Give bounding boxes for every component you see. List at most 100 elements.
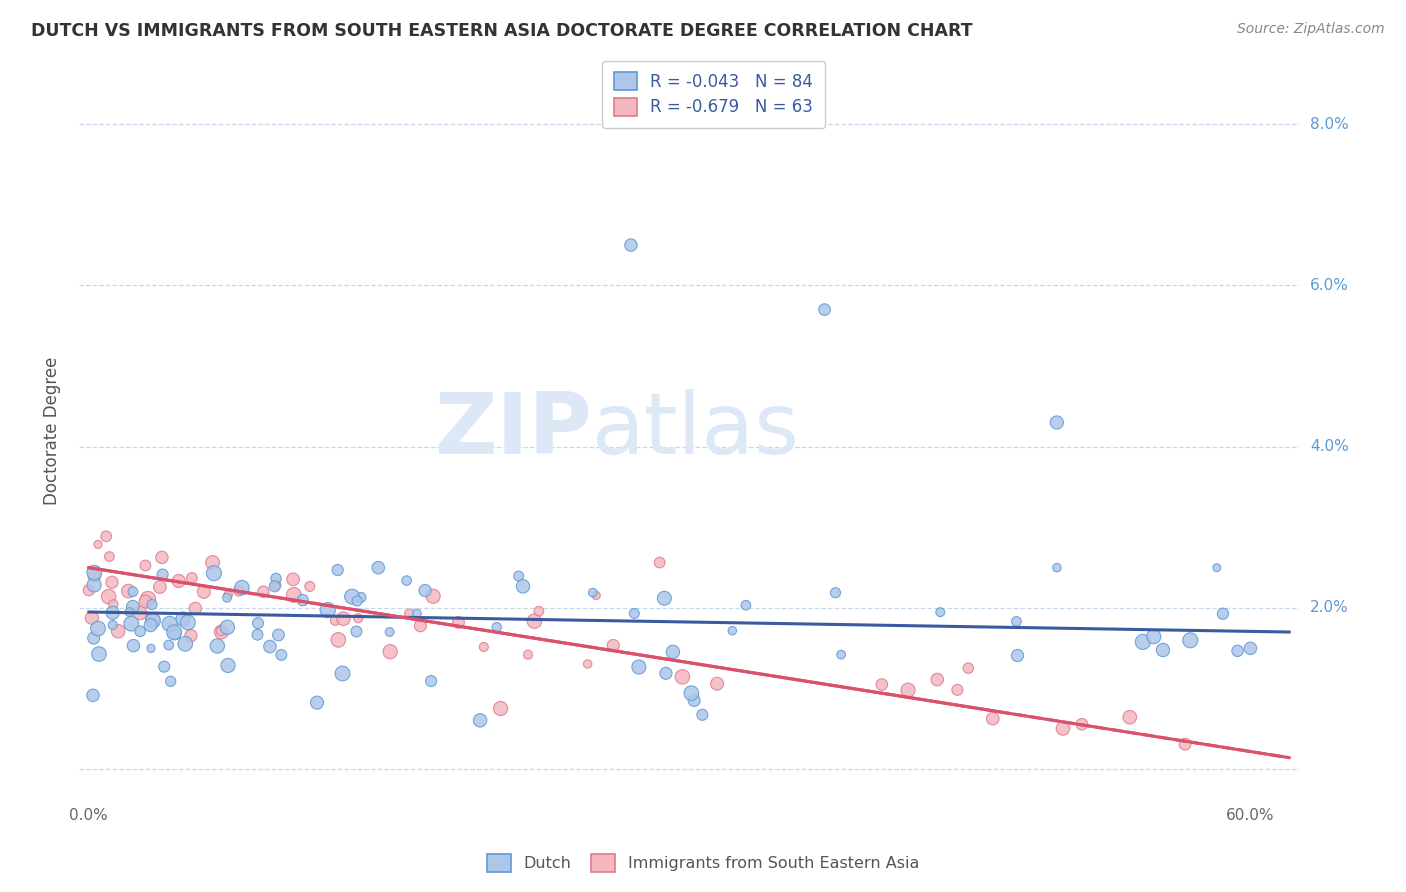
Point [654,591,676,606]
Point [472,640,495,654]
Point [655,666,678,681]
Point [264,571,287,585]
Text: Source: ZipAtlas.com: Source: ZipAtlas.com [1237,22,1385,37]
Point [929,605,952,619]
Point [87,647,110,661]
Point [378,624,401,639]
Point [217,620,239,634]
Point [97,590,120,604]
Point [420,674,443,689]
Point [298,579,321,593]
Point [122,584,145,599]
Point [98,549,121,564]
Point [281,572,304,586]
Point [1205,560,1227,574]
Point [671,670,693,684]
Point [1239,641,1261,656]
Legend: Dutch, Immigrants from South Eastern Asia: Dutch, Immigrants from South Eastern Asi… [479,847,927,880]
Point [134,558,156,573]
Point [316,603,339,617]
Point [395,574,418,588]
Point [527,604,550,618]
Point [101,575,124,590]
Point [101,606,124,620]
Point [870,677,893,691]
Point [623,607,645,621]
Point [153,659,176,673]
Point [721,624,744,638]
Point [118,605,141,619]
Point [648,556,671,570]
Point [263,579,285,593]
Point [215,591,238,605]
Point [150,550,173,565]
Point [87,622,110,636]
Point [576,657,599,671]
Point [96,529,118,543]
Point [468,714,491,728]
Point [735,598,758,612]
Point [259,640,281,654]
Point [824,585,846,599]
Text: atlas: atlas [592,389,800,472]
Point [159,674,181,689]
Point [627,660,650,674]
Point [813,302,835,317]
Point [1046,560,1069,574]
Point [283,588,305,602]
Point [378,645,401,659]
Point [405,607,427,621]
Point [83,569,105,583]
Point [209,625,232,640]
Point [326,563,349,577]
Point [582,585,605,599]
Point [231,581,253,595]
Point [87,537,110,551]
Point [332,666,354,681]
Point [83,578,105,592]
Point [209,624,232,638]
Point [1212,607,1234,621]
Text: 4.0%: 4.0% [1310,439,1348,454]
Point [957,661,980,675]
Point [523,614,546,628]
Point [1143,630,1166,644]
Point [129,606,152,620]
Point [346,624,368,639]
Point [101,618,124,632]
Point [291,593,314,607]
Point [163,626,186,640]
Point [1180,633,1202,648]
Text: 2.0%: 2.0% [1310,600,1348,615]
Point [82,689,104,703]
Text: 6.0%: 6.0% [1310,278,1348,293]
Point [117,584,139,599]
Legend: R = -0.043   N = 84, R = -0.679   N = 63: R = -0.043 N = 84, R = -0.679 N = 63 [602,61,825,128]
Point [246,616,269,631]
Point [662,645,685,659]
Point [489,701,512,715]
Point [1132,635,1154,649]
Point [83,631,105,645]
Point [217,658,239,673]
Point [177,615,200,630]
Point [246,628,269,642]
Point [163,625,186,640]
Point [706,676,728,690]
Point [252,584,274,599]
Point [512,579,534,593]
Point [134,594,156,608]
Point [683,693,706,707]
Point [139,618,162,632]
Point [1052,722,1074,736]
Point [129,624,152,639]
Text: ZIP: ZIP [433,389,592,472]
Point [927,673,949,687]
Point [1152,643,1174,657]
Point [80,611,103,625]
Point [398,607,420,621]
Point [1119,710,1142,724]
Point [830,648,852,662]
Point [328,632,350,647]
Point [517,648,540,662]
